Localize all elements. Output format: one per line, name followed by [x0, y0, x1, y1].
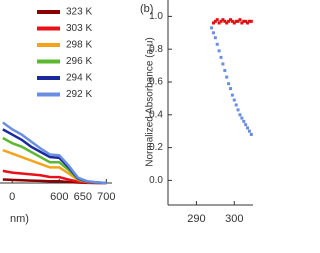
data-point [221, 62, 225, 66]
data-point [236, 19, 240, 23]
legend-label: 296 K [66, 56, 92, 67]
data-point [249, 19, 253, 23]
y-tick-label: 0.8 [149, 44, 163, 55]
legend-label: 292 K [66, 89, 92, 100]
data-point [232, 98, 236, 102]
data-point [215, 18, 219, 22]
data-point [219, 19, 223, 23]
data-point [246, 21, 250, 25]
data-point [242, 19, 246, 23]
x-tick-label: 0 [9, 191, 15, 203]
data-point [232, 21, 236, 25]
data-point [223, 19, 227, 23]
data-point [230, 93, 234, 97]
data-point [225, 75, 229, 79]
figure: (b) nm) Normalized Absorbance (a.u) 0 600… [0, 0, 253, 225]
y-tick-label: 1.0 [149, 11, 163, 22]
data-point [213, 36, 217, 40]
data-point [247, 129, 251, 133]
data-point [215, 42, 219, 46]
data-point [246, 126, 250, 130]
legend-label: 323 K [66, 7, 92, 18]
spectrum-line [2, 121, 107, 185]
data-point [238, 113, 242, 117]
data-point [211, 21, 215, 25]
x-tick-label: 600 [50, 191, 68, 203]
data-point [211, 31, 215, 35]
data-point [240, 116, 244, 120]
legend-label: 298 K [66, 40, 92, 51]
data-point [228, 18, 232, 22]
data-point [217, 21, 221, 25]
x-tick-label: 650 [74, 191, 92, 203]
data-point [230, 19, 234, 23]
data-point [228, 87, 232, 91]
data-point [223, 69, 227, 73]
data-point [227, 19, 231, 23]
data-point [240, 21, 244, 25]
y-axis-label: Normalized Absorbance (a.u) [145, 37, 156, 167]
panel-label: (b) [140, 3, 153, 15]
x-tick-label: 290 [187, 213, 205, 225]
data-point [225, 21, 229, 25]
legend-label: 303 K [66, 23, 92, 34]
data-point [234, 19, 238, 23]
data-point [242, 119, 246, 123]
y-tick-label: 0.6 [149, 77, 163, 88]
data-point [249, 132, 253, 136]
data-point [219, 55, 223, 59]
data-point [244, 123, 248, 127]
data-point [234, 103, 238, 107]
data-point [247, 19, 251, 23]
x-axis-label: nm) [10, 213, 29, 225]
data-point [244, 19, 248, 23]
x-tick-label: 300 [225, 213, 243, 225]
data-point [238, 18, 242, 22]
data-point [217, 49, 221, 53]
data-point [210, 26, 214, 30]
y-tick-label: 0.0 [149, 175, 163, 186]
data-point [227, 82, 231, 86]
data-point [213, 19, 217, 23]
y-tick-label: 0.4 [149, 109, 163, 120]
x-tick-label: 700 [97, 191, 115, 203]
y-tick-label: 0.2 [149, 142, 163, 153]
data-point [236, 108, 240, 112]
legend-label: 294 K [66, 73, 92, 84]
data-point [221, 18, 225, 22]
